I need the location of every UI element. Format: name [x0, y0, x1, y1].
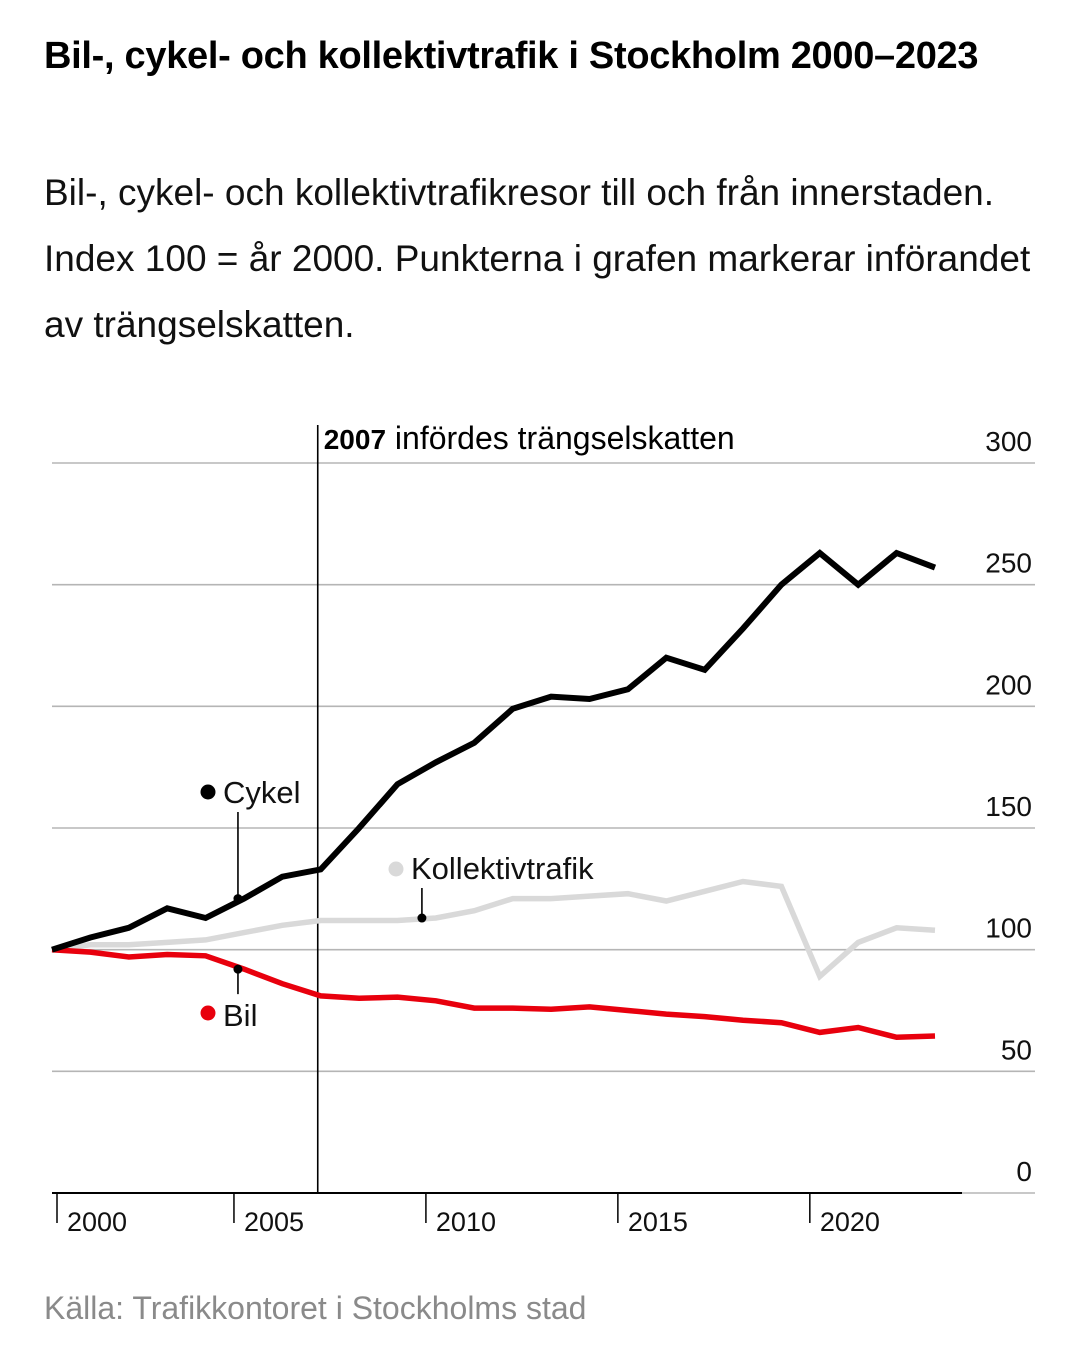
source-note: Källa: Trafikkontoret i Stockholms stad [44, 1290, 587, 1326]
series-line-cykel [51, 549, 937, 953]
annotation-year: 2007 [324, 424, 386, 455]
y-tick-label: 50 [1001, 1034, 1032, 1065]
series-labels: Cykel Kollektivtrafik Bil [200, 775, 594, 1033]
legend-dot-kollektivtrafik [388, 861, 404, 877]
x-tick-label: 2005 [244, 1207, 304, 1237]
legend-dot-cykel [200, 784, 216, 800]
grid-layer [52, 462, 1035, 1073]
marker-kollektivtrafik [417, 913, 427, 923]
x-tick-label: 2000 [67, 1207, 127, 1237]
legend-dot-bil [200, 1005, 216, 1021]
y-tick-label: 250 [985, 548, 1032, 579]
series-line-bil [51, 946, 936, 1041]
series-layer [51, 549, 937, 1041]
x-tick-label: 2010 [436, 1207, 496, 1237]
y-tick-label: 100 [985, 913, 1032, 944]
marker-bil [233, 964, 243, 974]
x-tick-label: 2020 [820, 1207, 880, 1237]
y-tick-label: 150 [985, 791, 1032, 822]
series-label-kollektivtrafik: Kollektivtrafik [411, 851, 594, 886]
series-line-kollektivtrafik [51, 878, 936, 981]
x-axis: 2000 2005 2010 2015 2020 [52, 1192, 1035, 1237]
y-tick-label: 300 [985, 426, 1032, 457]
chart-subtitle: Bil-, cykel- och kollektivtrafikresor ti… [44, 172, 1031, 345]
y-tick-label: 200 [985, 669, 1032, 700]
y-axis-ticks: 0 50 100 150 200 250 300 [985, 426, 1032, 1187]
annotation-text: infördes trängselskatten [386, 420, 735, 456]
x-tick-label: 2015 [628, 1207, 688, 1237]
marker-cykel [233, 894, 243, 904]
y-tick-label: 0 [1016, 1156, 1032, 1187]
series-label-bil: Bil [223, 998, 257, 1033]
chart-title: Bil-, cykel- och kollektivtrafik i Stock… [44, 35, 979, 77]
series-label-cykel: Cykel [223, 775, 301, 810]
annotation-label: 2007 infördes trängselskatten [324, 420, 735, 456]
annotation: 2007 infördes trängselskatten [316, 420, 735, 1193]
